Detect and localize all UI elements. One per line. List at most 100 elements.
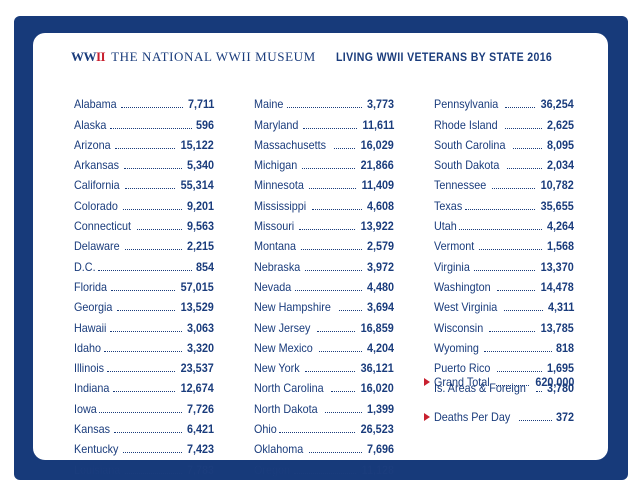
state-name: Montana (254, 239, 297, 254)
veteran-count: 4,480 (366, 279, 394, 294)
veteran-count: 13,922 (360, 219, 394, 234)
state-row: New York 36,121 (254, 355, 394, 375)
state-row: South Carolina 8,095 (434, 132, 574, 152)
veteran-count: 596 (195, 117, 214, 132)
leader-dots (305, 269, 362, 271)
leader-dots (122, 208, 182, 210)
leader-dots (295, 289, 362, 291)
leader-dots (492, 188, 536, 190)
veteran-count: 16,859 (360, 320, 394, 335)
state-name: Ohio (254, 422, 277, 437)
state-name: Kentucky (74, 442, 119, 457)
state-name: Maine (254, 97, 284, 112)
leader-dots (113, 391, 176, 393)
state-name: West Virginia (434, 300, 498, 315)
state-name: Nebraska (254, 259, 301, 274)
leader-dots (124, 168, 182, 170)
leader-dots (114, 147, 176, 149)
state-name: North Carolina (254, 381, 324, 396)
state-row: Oklahoma 7,696 (254, 436, 394, 456)
state-name: D.C. (74, 259, 96, 274)
leader-dots (286, 107, 362, 109)
veteran-count: 1,399 (366, 401, 394, 416)
state-name: Missouri (254, 219, 295, 234)
leader-dots (478, 249, 542, 251)
arrow-right-icon (424, 413, 430, 421)
leader-dots (496, 289, 536, 291)
veteran-count: 36,254 (540, 97, 574, 112)
state-row: Utah 4,264 (434, 213, 574, 233)
leader-dots (116, 310, 176, 312)
veteran-count: 3,972 (366, 259, 394, 274)
veteran-count: 11,409 (361, 178, 394, 193)
leader-dots (114, 432, 182, 434)
state-name: North Dakota (254, 401, 318, 416)
veteran-count: 16,029 (360, 137, 394, 152)
veteran-count: 3,780 (546, 381, 574, 396)
veteran-count: 57,015 (180, 279, 214, 294)
state-name: New Hampshire (254, 300, 331, 315)
state-row: Nebraska 3,972 (254, 253, 394, 274)
content-card: WW II THE NATIONAL WWII MUSEUM LIVING WWI… (33, 33, 608, 477)
state-name: New York (254, 361, 300, 376)
leader-dots (518, 420, 552, 421)
deaths-per-day-value: 372 (555, 410, 574, 424)
state-name: Maryland (254, 117, 299, 132)
veteran-count: 11,611 (362, 117, 394, 132)
veteran-count: 16,020 (360, 381, 394, 396)
state-name: Washington (434, 279, 491, 294)
state-row: Alaska 596 (74, 111, 214, 132)
state-row: Missouri 13,922 (254, 213, 394, 233)
state-row: Kentucky 7,423 (74, 436, 214, 456)
leader-dots (298, 229, 356, 231)
leader-dots (304, 371, 356, 373)
arrow-right-icon (424, 378, 430, 386)
state-row: Iowa 7,726 (74, 395, 214, 416)
veteran-count: 21,866 (360, 158, 394, 173)
leader-dots (473, 269, 536, 271)
veteran-count: 1,568 (546, 239, 574, 254)
state-row: Idaho 3,320 (74, 335, 214, 355)
state-name: Indiana (74, 381, 110, 396)
state-name: Oregon (254, 462, 291, 477)
leader-dots (124, 249, 182, 251)
state-row: Oregon 11,128 (254, 456, 394, 477)
veteran-count: 7,711 (187, 97, 214, 112)
leader-dots (505, 107, 536, 109)
state-name: Delaware (74, 239, 120, 254)
leader-dots (324, 411, 362, 413)
state-row: Georgia 13,529 (74, 294, 214, 314)
state-row: North Carolina 16,020 (254, 375, 394, 395)
leader-dots (506, 168, 542, 170)
state-name: South Dakota (434, 158, 500, 173)
state-name: Rhode Island (434, 117, 498, 132)
state-row: Mississippi 4,608 (254, 192, 394, 213)
state-name: Vermont (434, 239, 475, 254)
state-name: Louisiana (74, 462, 121, 477)
state-row: D.C. 854 (74, 253, 214, 274)
state-name: Colorado (74, 198, 118, 213)
state-row: Massachusetts 16,029 (254, 132, 394, 152)
veteran-count: 3,773 (366, 97, 394, 112)
veteran-count: 818 (555, 340, 574, 355)
header: WW II THE NATIONAL WWII MUSEUM LIVING WWI… (71, 47, 571, 67)
veteran-count: 2,579 (366, 239, 394, 254)
leader-dots (98, 269, 192, 271)
leader-dots (300, 249, 362, 251)
state-name: Utah (434, 219, 457, 234)
veteran-count: 8,095 (546, 137, 574, 152)
leader-dots (496, 371, 542, 373)
veteran-count: 2,034 (546, 158, 574, 173)
state-name: South Carolina (434, 137, 506, 152)
leader-dots (331, 391, 356, 393)
leader-dots (488, 330, 536, 332)
state-row: Minnesota 11,409 (254, 172, 394, 192)
state-column-1: Alabama 7,711 Alaska 596 Arizona 15,122 Arkans… (74, 91, 214, 477)
state-name: Minnesota (254, 178, 304, 193)
leader-dots (110, 127, 192, 129)
leader-dots (294, 472, 356, 474)
veteran-count: 55,314 (180, 178, 214, 193)
leader-dots (110, 289, 176, 291)
leader-dots (123, 452, 182, 454)
state-name: Texas (434, 198, 463, 213)
